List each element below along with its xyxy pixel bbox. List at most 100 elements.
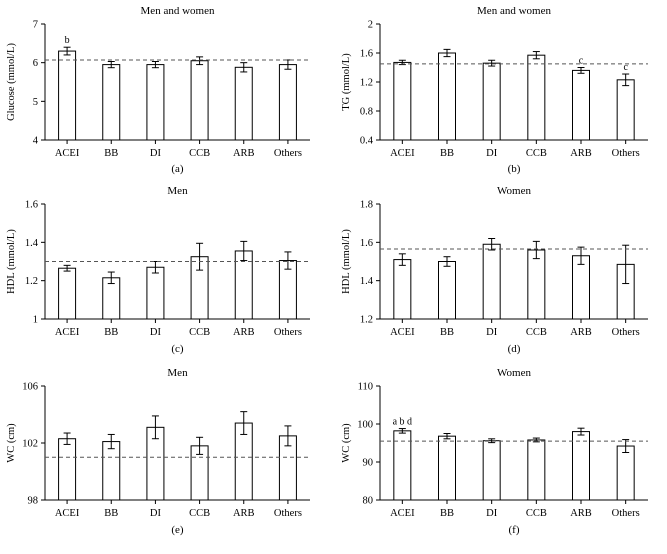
bar [190,60,209,141]
y-tick-label: 1.2 [360,315,373,326]
y-tick-label: 100 [357,420,373,431]
x-tick-label: Others [274,327,302,338]
significance-annotation: c [579,56,584,67]
x-tick-label: Others [274,508,302,519]
x-tick-label: Others [274,148,302,159]
y-tick-label: 1.4 [25,238,39,249]
chart-panel-4: Women 1.2 1.4 1.6 1.8 HDL (mmol/L) ACEI BB DI CCB… [341,185,648,355]
x-tick-label: BB [440,508,454,519]
chart-panel-6: Women 80 90 100 110 WC (cm) ACEI a b d BB DI CCB AR… [341,367,648,536]
y-axis-label: HDL (mmol/L) [6,229,17,294]
y-tick-label: 102 [22,439,38,450]
y-tick-label: 98 [28,496,39,507]
panel-label: (d) [508,343,521,355]
chart-title: Men and women [477,5,551,17]
bar [616,445,635,501]
x-tick-label: ARB [233,148,255,159]
x-tick-label: CCB [526,327,547,338]
y-tick-label: 110 [358,382,373,393]
x-tick-label: ARB [570,148,592,159]
significance-annotation: c [623,62,628,73]
y-tick-label: 80 [363,496,374,507]
y-axis-label: WC (cm) [6,423,17,463]
y-tick-label: 6 [33,58,38,69]
bar [572,431,590,501]
x-tick-label: DI [486,148,498,159]
chart-title: Men [167,367,188,379]
x-tick-label: ACEI [55,148,80,159]
y-tick-label: 0.4 [360,136,374,147]
significance-annotation: a b d [393,417,412,428]
y-axis-label: HDL (mmol/L) [341,229,352,294]
x-tick-label: CCB [526,508,547,519]
bar [393,61,412,141]
x-tick-label: ACEI [390,148,415,159]
bar [527,249,546,320]
bar [482,62,501,141]
panel-label: (a) [171,163,184,175]
x-tick-label: Others [612,148,640,159]
x-tick-label: ARB [570,508,592,519]
x-tick-label: DI [150,508,162,519]
x-tick-label: ACEI [390,327,415,338]
chart-panel-2: Men and women 0.4 0.8 1.2 1.6 2 TG (mmol/L) ACE… [341,5,648,175]
bar [102,441,121,501]
x-tick-label: CCB [189,327,210,338]
bar [146,64,165,141]
x-tick-label: BB [440,327,454,338]
y-tick-label: 7 [33,20,38,31]
bar [393,259,412,320]
bar [616,79,635,141]
x-tick-label: BB [440,148,454,159]
x-tick-label: CCB [189,148,210,159]
y-tick-label: 2 [368,20,373,31]
chart-panel-5: Men 98 102 106 WC (cm) ACEI BB DI CCB ARB Others (e… [6,367,310,536]
y-tick-label: 1.6 [25,200,38,211]
bar [527,54,546,141]
chart-panel-3: Men 1 1.2 1.4 1.6 HDL (mmol/L) ACEI BB DI CCB ARB O… [6,185,310,355]
bar [438,435,456,501]
chart-title: Men [167,185,188,197]
y-axis-label: TG (mmol/L) [341,53,352,111]
y-tick-label: 4 [33,136,39,147]
y-tick-label: 1.2 [360,78,373,89]
y-tick-label: 90 [363,458,374,469]
x-tick-label: DI [486,327,498,338]
y-tick-label: 1.6 [360,49,373,60]
bar [146,266,165,320]
x-tick-label: ARB [233,327,255,338]
x-tick-label: ACEI [55,327,80,338]
bar [234,66,253,141]
bar [58,438,77,501]
bar [278,64,297,141]
x-tick-label: ACEI [390,508,415,519]
y-tick-label: 1.2 [25,276,38,287]
x-tick-label: ARB [233,508,255,519]
x-tick-label: ARB [570,327,592,338]
y-tick-label: 0.8 [360,107,373,118]
x-tick-label: ACEI [55,508,80,519]
y-axis-label: Glucose (mmol/L) [6,43,17,121]
bar [482,440,501,501]
y-tick-label: 1.8 [360,200,373,211]
bar [572,69,590,141]
chart-title: Women [497,185,531,197]
x-tick-label: DI [150,327,162,338]
bar [102,64,121,141]
panel-label: (e) [171,524,184,536]
x-tick-label: BB [104,148,118,159]
y-tick-label: 1.4 [360,276,374,287]
x-tick-label: CCB [189,508,210,519]
y-tick-label: 1 [33,315,38,326]
y-axis-label: WC (cm) [341,423,352,463]
panel-label: (c) [171,343,184,355]
panel-label: (f) [509,524,520,536]
bar [58,267,77,320]
bar [527,439,546,501]
y-tick-label: 106 [22,382,38,393]
chart-panel-1: Men and women 4 5 6 7 Glucose (mmol/L) ACEI b BB… [6,5,310,175]
x-tick-label: DI [486,508,498,519]
x-tick-label: Others [612,327,640,338]
panel-label: (b) [508,163,521,175]
